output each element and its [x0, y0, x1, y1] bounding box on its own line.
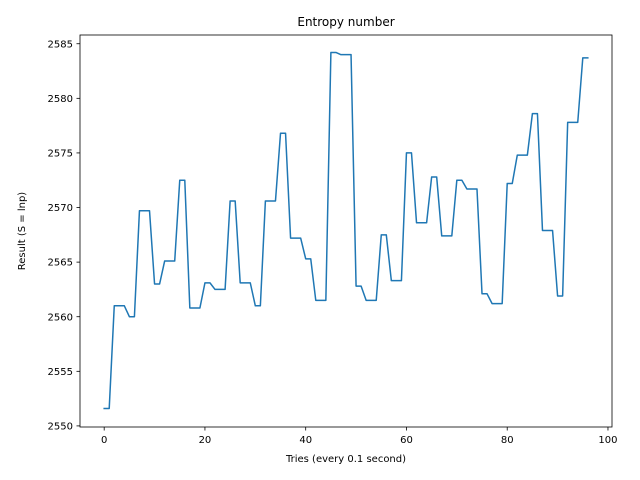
- x-tick-label: 80: [501, 435, 514, 446]
- y-axis-ticks: 2550 2555 2560 2565 2570 2575 2580 2585: [48, 39, 80, 433]
- x-tick-label: 100: [598, 435, 617, 446]
- x-tick-label: 40: [299, 435, 312, 446]
- plot-frame: [79, 34, 613, 428]
- y-tick-label: 2585: [48, 39, 73, 50]
- series-line-1: [103, 51, 589, 410]
- y-axis-label: Result (S = lnp): [17, 192, 28, 271]
- series-layer: [103, 51, 589, 410]
- y-tick-label: 2560: [48, 312, 73, 323]
- x-axis-label: Tries (every 0.1 second): [285, 454, 406, 465]
- x-tick-label: 20: [199, 435, 212, 446]
- x-tick-label: 0: [101, 435, 107, 446]
- plot-area: [80, 35, 612, 427]
- y-tick-label: 2580: [48, 94, 73, 105]
- y-tick-label: 2570: [48, 203, 73, 214]
- x-axis-ticks: 0 20 40 60 80 100: [101, 427, 618, 446]
- y-tick-label: 2575: [48, 149, 73, 160]
- y-tick-label: 2555: [48, 367, 73, 378]
- chart-title: Entropy number: [297, 15, 394, 29]
- x-tick-label: 60: [400, 435, 413, 446]
- y-tick-label: 2550: [48, 422, 73, 433]
- y-tick-label: 2565: [48, 258, 73, 269]
